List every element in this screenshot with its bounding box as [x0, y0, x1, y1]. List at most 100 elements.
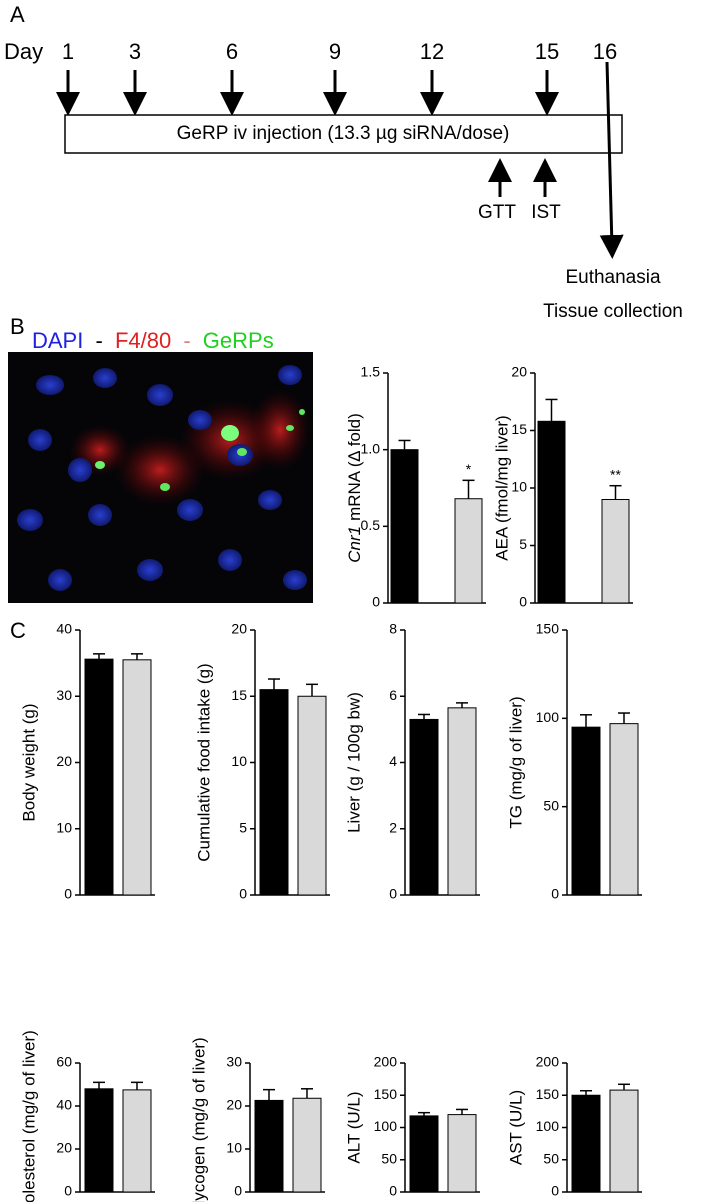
y-axis-label: AEA (fmol/mg liver) — [492, 415, 511, 560]
y-axis-label-italic: Cnr1 — [345, 526, 364, 563]
y-axis-label: Cholesterol (mg/g of liver) — [19, 1030, 38, 1202]
end-label: Euthanasia — [565, 267, 661, 288]
day-number: 6 — [226, 39, 238, 64]
bar — [122, 1089, 152, 1193]
injection-box — [64, 114, 623, 154]
y-tick-label: 0 — [389, 1183, 397, 1199]
y-tick-label: 100 — [536, 1118, 560, 1134]
y-tick-label: 50 — [543, 1150, 559, 1166]
y-axis-label: Liver (g / 100g bw) — [344, 692, 363, 833]
y-tick-label: 2 — [389, 819, 397, 835]
y-tick-label: 60 — [56, 1054, 72, 1070]
y-tick-label: 100 — [374, 1118, 398, 1134]
micrograph — [8, 352, 313, 603]
bar — [447, 1114, 477, 1193]
bar — [537, 420, 566, 604]
legend-item: GeRPs — [203, 328, 274, 353]
day-label: Day — [4, 39, 43, 64]
y-tick-label: 0 — [389, 886, 397, 902]
y-tick-label: 30 — [226, 1054, 242, 1070]
y-axis-label: ALT (U/L) — [344, 1091, 363, 1163]
bar — [297, 695, 327, 896]
y-tick-label: 5 — [239, 819, 247, 835]
y-axis-label: AST (U/L) — [506, 1090, 525, 1165]
arrow — [599, 61, 624, 259]
panel-label: A — [10, 2, 25, 27]
bar — [409, 718, 439, 896]
y-tick-label: 100 — [536, 709, 560, 725]
bar — [122, 659, 152, 896]
end-label: Tissue collection — [543, 301, 683, 322]
y-tick-label: 0 — [64, 886, 72, 902]
y-tick-label: 20 — [231, 621, 247, 637]
y-tick-label: 200 — [374, 1054, 398, 1070]
y-tick-label: 20 — [56, 753, 72, 769]
significance: ** — [610, 466, 621, 482]
bar — [84, 1088, 114, 1193]
y-tick-label: 20 — [511, 364, 527, 380]
y-tick-label: 50 — [381, 1150, 397, 1166]
y-tick-label: 15 — [511, 421, 527, 437]
day-number: 9 — [329, 39, 341, 64]
y-tick-label: 0 — [519, 594, 527, 610]
bar — [254, 1099, 284, 1193]
y-tick-label: 40 — [56, 621, 72, 637]
test-label: GTT — [478, 202, 516, 223]
bar — [409, 1115, 439, 1193]
y-tick-label: 1.0 — [361, 440, 381, 456]
bar — [601, 499, 630, 604]
legend-item: F4/80 — [115, 328, 171, 353]
bar — [259, 689, 289, 896]
y-tick-label: 8 — [389, 621, 397, 637]
injection-text: GeRP iv injection (13.3 µg siRNA/dose) — [177, 123, 510, 144]
bar — [571, 726, 601, 896]
bar — [609, 723, 639, 896]
y-axis-label: TG (mg/g of liver) — [506, 696, 525, 828]
y-tick-label: 15 — [231, 687, 247, 703]
y-axis-label: Glycogen (mg/g of liver) — [189, 1037, 208, 1202]
y-tick-label: 200 — [536, 1054, 560, 1070]
test-label: IST — [531, 202, 561, 223]
legend-item: DAPI — [32, 328, 83, 353]
significance: * — [466, 461, 472, 477]
y-tick-label: 50 — [543, 797, 559, 813]
y-tick-label: 150 — [536, 1086, 560, 1102]
day-number: 15 — [535, 39, 559, 64]
y-tick-label: 10 — [226, 1140, 242, 1156]
y-tick-label: 40 — [56, 1097, 72, 1113]
y-tick-label: 5 — [519, 536, 527, 552]
y-tick-label: 20 — [56, 1140, 72, 1156]
y-tick-label: 30 — [56, 687, 72, 703]
bar — [609, 1089, 639, 1193]
y-axis-label-rest: mRNA (∆ fold) — [345, 413, 364, 521]
panel-label: C — [10, 618, 26, 643]
y-tick-label: 150 — [536, 621, 560, 637]
y-tick-label: 4 — [389, 753, 397, 769]
bar — [447, 707, 477, 896]
day-number: 12 — [420, 39, 444, 64]
y-tick-label: 10 — [56, 819, 72, 835]
y-tick-label: 6 — [389, 687, 397, 703]
y-tick-label: 0.5 — [361, 517, 381, 533]
y-tick-label: 0 — [372, 594, 380, 610]
y-tick-label: 0 — [239, 886, 247, 902]
bar — [292, 1097, 322, 1193]
y-tick-label: 0 — [551, 1183, 559, 1199]
day-number: 3 — [129, 39, 141, 64]
y-tick-label: 0 — [234, 1183, 242, 1199]
bar — [571, 1094, 601, 1193]
day-number: 16 — [593, 39, 617, 64]
y-axis-label: Cnr1 mRNA (∆ fold) — [345, 413, 364, 563]
y-tick-label: 150 — [374, 1086, 398, 1102]
legend-item: - — [183, 328, 190, 353]
y-axis-label: Cumulative food intake (g) — [194, 663, 213, 861]
legend-item: - — [95, 328, 102, 353]
day-markers: 1 3 6 9 12 15 16 — [56, 39, 617, 116]
bar — [84, 658, 114, 896]
panel-label: B — [10, 314, 25, 339]
image-legend: DAPI - F4/80 - GeRPs — [32, 328, 274, 353]
y-tick-label: 0 — [551, 886, 559, 902]
bar — [390, 449, 419, 604]
bar — [454, 498, 483, 604]
